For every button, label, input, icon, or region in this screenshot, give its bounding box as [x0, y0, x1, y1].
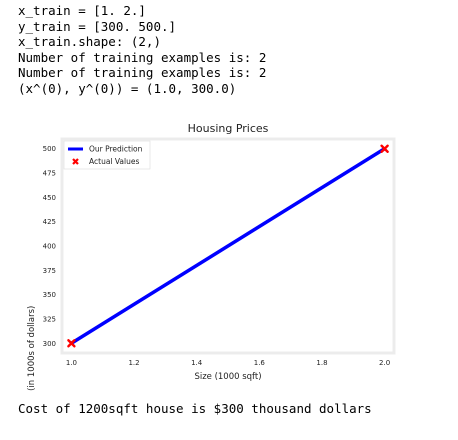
legend-label-prediction: Our Prediction: [89, 145, 143, 154]
x-tick-label: 1.8: [316, 359, 327, 367]
housing-prices-chart: Housing Prices 300 325 350 375 400 425 450 475 5…: [27, 122, 396, 392]
y-tick-label: 425: [43, 218, 56, 226]
legend-box: [63, 140, 151, 170]
data-series: [67, 144, 389, 348]
y-tick-label: 400: [43, 243, 56, 251]
legend-label-actual: Actual Values: [89, 157, 139, 166]
x-tick-label: 1.6: [254, 359, 266, 367]
y-tick-label: 500: [43, 145, 56, 153]
output-line: x_train.shape: (2,): [18, 34, 161, 50]
output-line: Number of training examples is: 2: [18, 65, 267, 81]
actual-value-marker: [380, 144, 389, 153]
cell-output-top: x_train = [1. 2.] y_train = [300. 500.] …: [18, 3, 266, 97]
output-line: Number of training examples is: 2: [18, 49, 267, 65]
cell-output-bottom: Cost of 1200sqft house is $300 thousand …: [18, 401, 372, 416]
y-tick-label: 325: [43, 315, 56, 323]
actual-value-marker: [67, 339, 76, 348]
x-tick-label: 2.0: [379, 359, 390, 367]
y-axis-label: Price (in 1000s of dollars): [27, 306, 37, 392]
x-tick-label: 1.4: [191, 359, 203, 367]
y-tick-label: 475: [43, 170, 56, 178]
y-axis-ticks: 300 325 350 375 400 425 450 475 500: [43, 145, 56, 348]
x-axis-ticks: 1.0 1.2 1.4 1.6 1.8 2.0: [66, 359, 390, 367]
x-axis-label: Size (1000 sqft): [194, 372, 261, 382]
x-tick-label: 1.0: [66, 359, 77, 367]
output-line: (x^(0), y^(0)) = (1.0, 300.0): [18, 80, 237, 96]
prediction-line: [70, 147, 386, 345]
output-line: x_train = [1. 2.]: [18, 3, 146, 18]
y-tick-label: 300: [43, 340, 56, 348]
output-line: y_train = [300. 500.]: [18, 18, 177, 34]
chart-title: Housing Prices: [188, 122, 269, 135]
y-tick-label: 450: [43, 194, 56, 202]
legend: Our Prediction Actual Values: [63, 140, 151, 170]
y-tick-label: 375: [43, 267, 56, 275]
legend-x-marker: [72, 158, 79, 165]
y-tick-label: 350: [43, 291, 56, 299]
x-tick-label: 1.2: [128, 359, 139, 367]
